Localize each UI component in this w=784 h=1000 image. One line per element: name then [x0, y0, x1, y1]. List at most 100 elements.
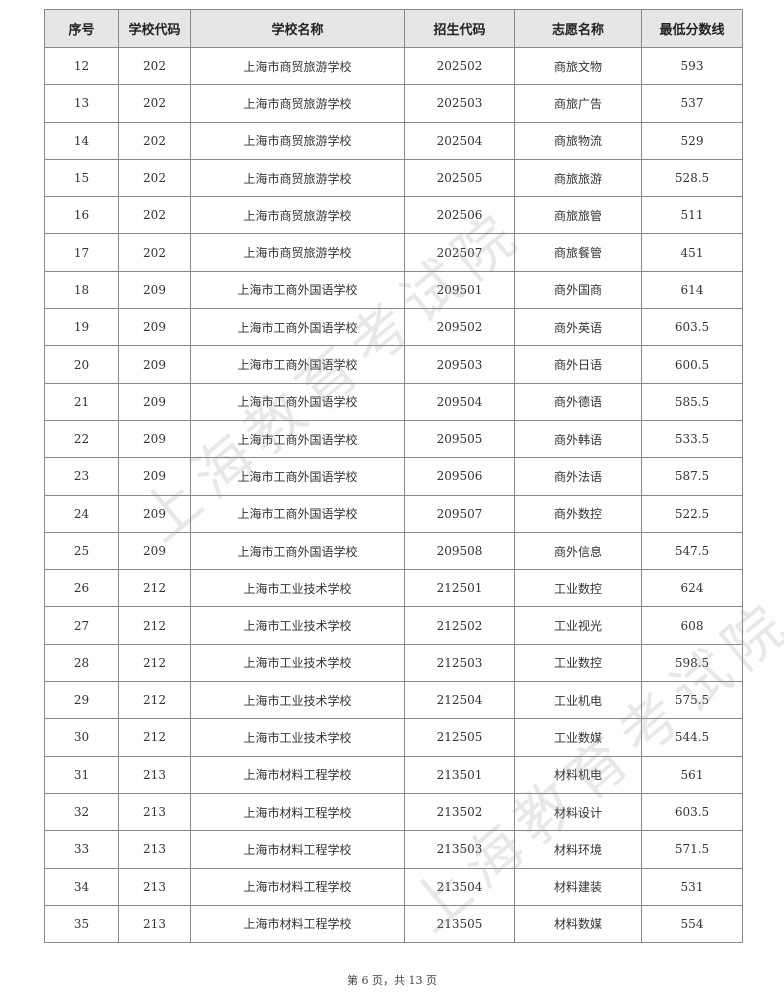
cell-school-name: 上海市工商外国语学校: [190, 382, 405, 421]
cell-enrollment-code: 212505: [404, 718, 515, 757]
column-header-row-number: 序号: [44, 9, 119, 48]
cell-enrollment-code: 213501: [404, 755, 515, 794]
cell-min-score: 603.5: [641, 308, 743, 347]
cell-row-number: 21: [44, 382, 119, 421]
table-row: 20 209 上海市工商外国语学校 209503 商外日语 600.5: [44, 345, 743, 384]
cell-school-name: 上海市工业技术学校: [190, 643, 405, 683]
cell-school-code: 212: [118, 718, 191, 757]
cell-program-name: 商外信息: [514, 531, 642, 571]
cell-school-name: 上海市工业技术学校: [190, 569, 405, 608]
cell-row-number: 33: [44, 830, 119, 869]
cell-school-name: 上海市商贸旅游学校: [190, 196, 405, 235]
cell-program-name: 商外日语: [514, 345, 642, 384]
cell-school-code: 209: [118, 494, 191, 533]
cell-min-score: 608: [641, 606, 743, 645]
cell-row-number: 31: [44, 755, 119, 794]
cell-school-code: 209: [118, 531, 191, 571]
cell-school-code: 209: [118, 270, 191, 310]
cell-min-score: 451: [641, 233, 743, 272]
cell-min-score: 547.5: [641, 531, 743, 571]
table-row: 17 202 上海市商贸旅游学校 202507 商旅餐管 451: [44, 233, 743, 272]
cell-row-number: 17: [44, 233, 119, 272]
cell-program-name: 材料数媒: [514, 904, 642, 944]
cell-program-name: 工业机电: [514, 681, 642, 720]
cell-program-name: 材料环境: [514, 830, 642, 869]
cell-enrollment-code: 202505: [404, 158, 515, 198]
cell-school-name: 上海市工业技术学校: [190, 606, 405, 645]
cell-school-name: 上海市材料工程学校: [190, 792, 405, 832]
cell-enrollment-code: 202503: [404, 84, 515, 123]
cell-enrollment-code: 209503: [404, 345, 515, 384]
cell-min-score: 585.5: [641, 382, 743, 421]
cell-school-name: 上海市工商外国语学校: [190, 270, 405, 310]
cell-school-code: 213: [118, 830, 191, 869]
cell-school-code: 213: [118, 867, 191, 906]
cell-program-name: 材料设计: [514, 792, 642, 832]
table-row: 22 209 上海市工商外国语学校 209505 商外韩语 533.5: [44, 419, 743, 459]
cell-school-code: 209: [118, 457, 191, 496]
table-row: 16 202 上海市商贸旅游学校 202506 商旅旅管 511: [44, 196, 743, 235]
table-row: 27 212 上海市工业技术学校 212502 工业视光 608: [44, 606, 743, 645]
cell-row-number: 30: [44, 718, 119, 757]
cell-row-number: 19: [44, 308, 119, 347]
cell-enrollment-code: 213503: [404, 830, 515, 869]
cell-min-score: 575.5: [641, 681, 743, 720]
cell-school-code: 209: [118, 308, 191, 347]
cell-enrollment-code: 202507: [404, 233, 515, 272]
table-row: 14 202 上海市商贸旅游学校 202504 商旅物流 529: [44, 121, 743, 160]
cell-min-score: 600.5: [641, 345, 743, 384]
column-header-school-name: 学校名称: [190, 9, 405, 48]
cell-row-number: 13: [44, 84, 119, 123]
cell-school-code: 202: [118, 121, 191, 160]
cell-enrollment-code: 202506: [404, 196, 515, 235]
cell-program-name: 商外德语: [514, 382, 642, 421]
cell-row-number: 24: [44, 494, 119, 533]
cell-enrollment-code: 209508: [404, 531, 515, 571]
cell-school-code: 209: [118, 419, 191, 459]
cell-row-number: 15: [44, 158, 119, 198]
column-header-school-code: 学校代码: [118, 9, 191, 48]
cell-school-code: 202: [118, 158, 191, 198]
cell-school-code: 202: [118, 233, 191, 272]
cell-school-code: 202: [118, 196, 191, 235]
cell-min-score: 614: [641, 270, 743, 310]
cell-enrollment-code: 209506: [404, 457, 515, 496]
table-row: 30 212 上海市工业技术学校 212505 工业数媒 544.5: [44, 718, 743, 757]
cell-min-score: 593: [641, 46, 743, 86]
page-footer: 第 6 页，共 13 页: [347, 974, 437, 987]
table-row: 34 213 上海市材料工程学校 213504 材料建装 531: [44, 867, 743, 906]
cell-program-name: 工业视光: [514, 606, 642, 645]
cell-enrollment-code: 202504: [404, 121, 515, 160]
cell-program-name: 商旅旅管: [514, 196, 642, 235]
cell-min-score: 624: [641, 569, 743, 608]
cell-row-number: 27: [44, 606, 119, 645]
cell-program-name: 工业数媒: [514, 718, 642, 757]
cell-enrollment-code: 213505: [404, 904, 515, 944]
cell-row-number: 12: [44, 46, 119, 86]
cell-row-number: 29: [44, 681, 119, 720]
cell-min-score: 554: [641, 904, 743, 944]
cell-program-name: 商外英语: [514, 308, 642, 347]
cell-row-number: 26: [44, 569, 119, 608]
table-row: 28 212 上海市工业技术学校 212503 工业数控 598.5: [44, 643, 743, 683]
cell-program-name: 商旅旅游: [514, 158, 642, 198]
cell-min-score: 561: [641, 755, 743, 794]
cell-school-code: 209: [118, 382, 191, 421]
cell-school-name: 上海市材料工程学校: [190, 904, 405, 944]
cell-row-number: 20: [44, 345, 119, 384]
cell-school-code: 212: [118, 569, 191, 608]
cell-program-name: 商外韩语: [514, 419, 642, 459]
cell-min-score: 511: [641, 196, 743, 235]
cell-school-code: 213: [118, 755, 191, 794]
cell-program-name: 商旅餐管: [514, 233, 642, 272]
cell-school-code: 212: [118, 681, 191, 720]
cell-school-name: 上海市工商外国语学校: [190, 457, 405, 496]
cell-school-code: 202: [118, 46, 191, 86]
cell-school-name: 上海市商贸旅游学校: [190, 46, 405, 86]
column-header-enrollment-code: 招生代码: [404, 9, 515, 48]
cell-min-score: 598.5: [641, 643, 743, 683]
cell-school-code: 202: [118, 84, 191, 123]
cell-min-score: 571.5: [641, 830, 743, 869]
cell-school-code: 213: [118, 904, 191, 944]
cell-min-score: 531: [641, 867, 743, 906]
